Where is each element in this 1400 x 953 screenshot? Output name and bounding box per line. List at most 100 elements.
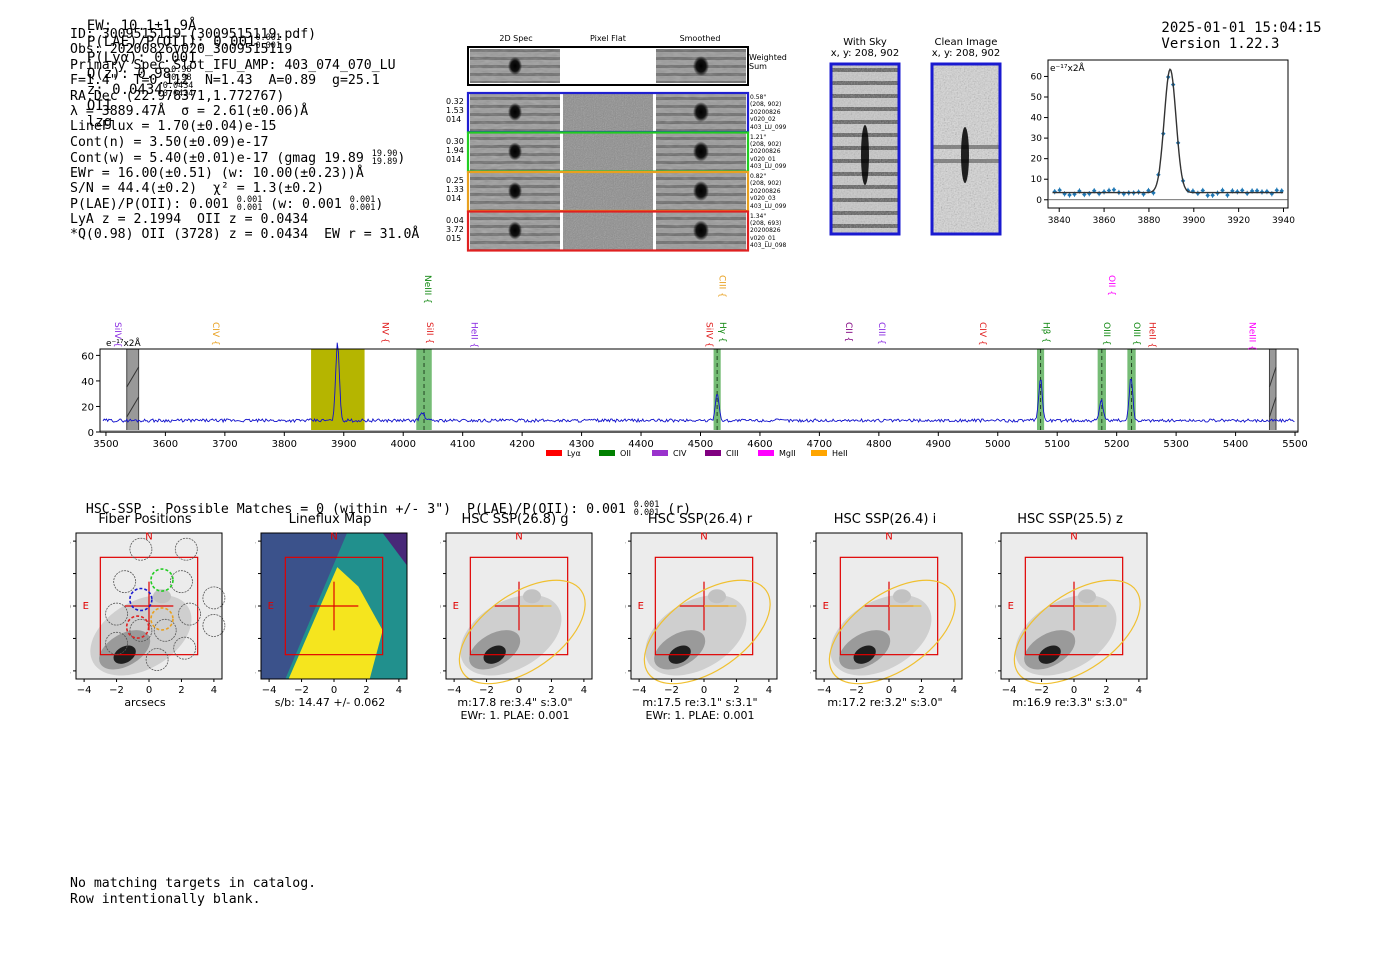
hsc-xtick-label: 2 xyxy=(918,685,924,696)
hsc-panel-caption: m:17.8 re:3.4" s:3.0" xyxy=(457,696,573,709)
hsc-ytick-label: −4 xyxy=(255,667,256,678)
north-label: N xyxy=(330,531,337,542)
hsc-xtick-label: −4 xyxy=(77,685,92,696)
cutout-row-left-label: 0.25 1.33 014 xyxy=(446,176,464,203)
info-plae-frac: 0.001 0.001 xyxy=(236,195,263,214)
hsc-xtick-label: 0 xyxy=(516,685,522,696)
north-label: N xyxy=(515,531,522,542)
detection-info: ID: 3009515119 (3009515119.pdf) Obs: 202… xyxy=(70,27,419,242)
line-zoom-chart: 3840 3860 3880 3900 3920 3940 0 10 20 30 40 50 60 e⁻¹… xyxy=(1031,59,1295,226)
hsc-xtick-label: −4 xyxy=(447,685,462,696)
hsc-ytick-label: −4 xyxy=(810,667,811,678)
hsc-ytick-label: 0 xyxy=(810,602,811,613)
line-label: OIII { xyxy=(1131,322,1141,346)
east-label: E xyxy=(823,601,829,612)
hsc-panel-title: Lineflux Map xyxy=(288,512,372,527)
masked-hatch xyxy=(126,366,140,388)
zoom-fit-curve xyxy=(1052,68,1284,194)
info-gmag-frac: 19.90 19.89 xyxy=(371,149,398,168)
zoom-ytick-label: 10 xyxy=(1031,175,1043,185)
hsc-ytick-label: 0 xyxy=(70,602,71,613)
info-primary-spec: Primary Spec_Slot_IFU_AMP: 403_074_070_L… xyxy=(70,57,396,73)
spectrum-xtick-label: 5200 xyxy=(1104,439,1129,450)
hsc-ytick-label: −2 xyxy=(810,634,811,645)
info-ewr: EWr = 16.00(±0.51) (w: 10.00(±0.23))Å xyxy=(70,165,364,181)
north-label: N xyxy=(1070,531,1077,542)
east-label: E xyxy=(268,601,274,612)
spectrum-xtick-label: 5100 xyxy=(1044,439,1069,450)
header-tag: lzg xyxy=(86,114,113,130)
info-id: ID: 3009515119 (3009515119.pdf) xyxy=(70,27,317,42)
weighted-sum-row xyxy=(467,46,749,86)
search-box xyxy=(839,556,939,656)
sky-images xyxy=(829,62,1002,236)
info-lambda: λ = 3889.47Å σ = 2.61(±0.06)Å xyxy=(70,103,309,119)
header-z: z: 0.0434 xyxy=(86,82,163,98)
line-label: SiII { xyxy=(424,322,434,344)
hsc-ytick-label: −2 xyxy=(70,634,71,645)
hsc-ytick-label: 2 xyxy=(70,570,71,581)
hsc-xtick-label: −2 xyxy=(849,685,864,696)
legend-swatch xyxy=(705,450,721,456)
hsc-heading-frac: 0.001 0.001 xyxy=(633,500,660,518)
spectrum-xtick-label: 3600 xyxy=(153,439,178,450)
zoom-xtick-label: 3900 xyxy=(1182,216,1205,226)
line-label: CIII { xyxy=(876,322,886,345)
hsc-panel-3: HSC SSP(26.8) g N E −4 −4 −2 −2 0 0 2 2 4 4 m:17.8 re… xyxy=(440,512,620,727)
hsc-ytick-label: 4 xyxy=(995,537,996,548)
hsc-xtick-label: 2 xyxy=(178,685,184,696)
cutout-row-right-label: 1.34" (208, 693) 20200826 v020_01 403_LU_098 xyxy=(750,212,787,250)
header-plya: P(Lyα): 0.001 xyxy=(86,50,197,66)
aperture-ellipse xyxy=(458,579,586,685)
zoom-point xyxy=(1067,192,1072,198)
clean-image xyxy=(930,62,1002,236)
hsc-panel-title: HSC SSP(26.8) g xyxy=(461,512,569,527)
hsc-ytick-label: 4 xyxy=(625,537,626,548)
info-lineflux: LineFlux = 1.70(±0.04)e-15 xyxy=(70,119,277,135)
fiber-orange xyxy=(150,607,174,631)
zoom-ytick-label: 50 xyxy=(1031,93,1043,103)
legend-swatch xyxy=(546,450,562,456)
east-label: E xyxy=(638,601,644,612)
footer-line-2: Row intentionally blank. xyxy=(70,891,261,907)
cutout-row-1 xyxy=(466,91,750,134)
search-box xyxy=(284,556,384,656)
hsc-panel-image: N E −4 −4 −2 −2 0 0 2 2 4 4 xyxy=(255,531,408,696)
hsc-xtick-label: −4 xyxy=(632,685,647,696)
spectrum-xtick-label: 3800 xyxy=(272,439,297,450)
with-sky-title: With Sky xyxy=(843,37,887,48)
with-sky-coords: x, y: 208, 902 xyxy=(830,48,900,59)
zoom-point xyxy=(1205,193,1210,198)
line-label: NeIII { xyxy=(422,275,432,304)
line-label: CIV { xyxy=(977,322,987,346)
hsc-ytick-label: −4 xyxy=(440,667,441,678)
cutout-row-frame xyxy=(466,210,750,252)
hsc-panel-caption: m:17.2 re:3.2" s:3.0" xyxy=(827,696,943,709)
spectrum-xtick-label: 4100 xyxy=(450,439,475,450)
spectrum-unit-label: e⁻¹⁷x2Å xyxy=(106,337,142,349)
legend-label: Lyα xyxy=(567,449,581,458)
spectrum-xtick-label: 4300 xyxy=(569,439,594,450)
line-band xyxy=(1127,349,1136,432)
hsc-xtick-label: 0 xyxy=(701,685,707,696)
hsc-ytick-label: 0 xyxy=(625,602,626,613)
hsc-panel-title: Fiber Positions xyxy=(98,512,192,527)
legend-label: HeII xyxy=(832,449,848,458)
info-best-z: *Q(0.98) OII (3728) z = 0.0434 EW r = 31… xyxy=(70,227,420,243)
zoom-axes-frame xyxy=(1047,59,1289,209)
hsc-heading: HSC-SSP : Possible Matches = 0 (within +… xyxy=(70,486,691,518)
legend-label: OII xyxy=(620,449,631,458)
line-band xyxy=(1036,349,1045,432)
spectrum-xtick-label: 4400 xyxy=(628,439,653,450)
spectrum-ytick-label: 40 xyxy=(81,377,94,388)
header-bar: EW: 10.1±1.9Å P(LAE)/P(OII): 0.001 0.001 0… xyxy=(70,2,289,130)
info-plae: P(LAE)/P(OII): 0.001 xyxy=(70,197,229,213)
header-version-block: 2025-01-01 15:04:15 Version 1.22.3 xyxy=(1145,4,1330,52)
hsc-ytick-label: 2 xyxy=(625,570,626,581)
spectrum-xtick-label: 4000 xyxy=(390,439,415,450)
line-label: NeIII { xyxy=(1246,322,1256,351)
zoom-point xyxy=(1274,187,1280,193)
hsc-xtick-label: 4 xyxy=(581,685,587,696)
cutout-row-left-label: 0.32 1.53 014 xyxy=(446,97,464,124)
hsc-ytick-label: 0 xyxy=(440,602,441,613)
